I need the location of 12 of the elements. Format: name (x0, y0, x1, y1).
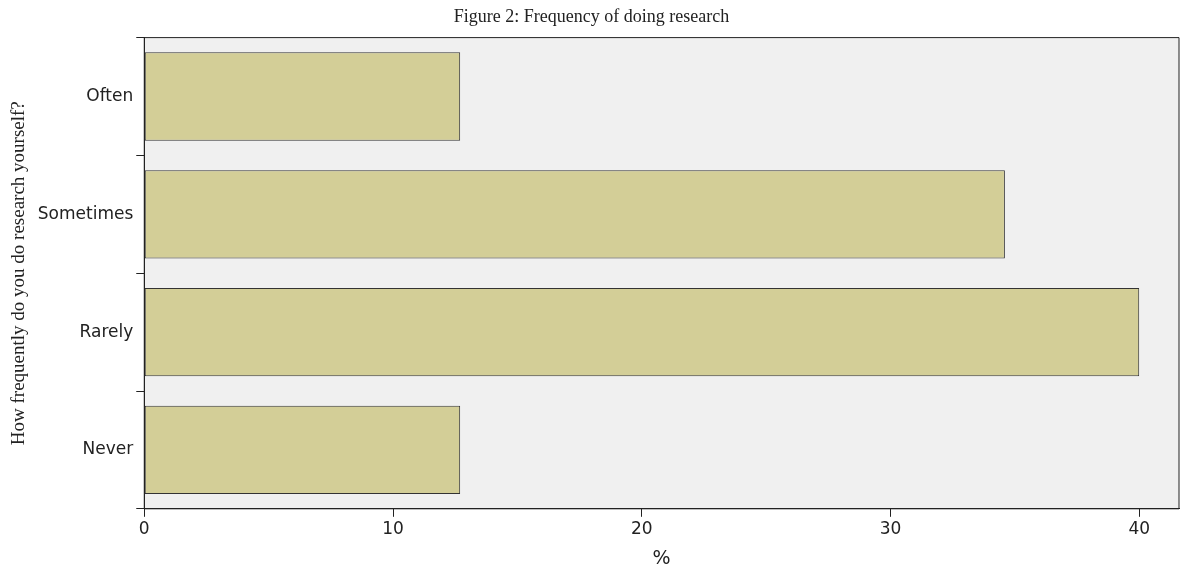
x-axis-title: % (652, 545, 671, 568)
y-axis-title: How frequently do you do research yourself? (7, 101, 29, 446)
y-tick-label: Never (82, 438, 134, 459)
y-tick-label: Rarely (79, 320, 134, 341)
chart-title: Figure 2: Frequency of doing research (453, 5, 730, 26)
x-tick-label: 40 (1128, 518, 1151, 539)
x-tick-label: 10 (382, 518, 404, 539)
x-tick-label: 20 (630, 518, 653, 539)
x-tick-label: 30 (879, 518, 902, 539)
y-tick-label: Often (86, 84, 134, 105)
y-tick-label: Sometimes (37, 202, 134, 223)
x-tick-label: 0 (138, 518, 150, 539)
